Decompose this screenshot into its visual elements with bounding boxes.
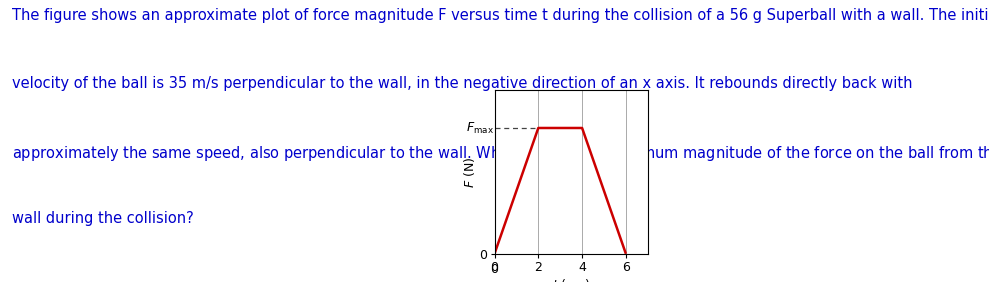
Text: wall during the collision?: wall during the collision? <box>12 212 194 226</box>
Text: The figure shows an approximate plot of force magnitude F versus time t during t: The figure shows an approximate plot of … <box>12 8 989 23</box>
X-axis label: $t$ (ms): $t$ (ms) <box>552 277 590 282</box>
Text: $F_\mathrm{max}$: $F_\mathrm{max}$ <box>466 120 494 136</box>
Text: velocity of the ball is 35 m/s perpendicular to the wall, in the negative direct: velocity of the ball is 35 m/s perpendic… <box>12 76 913 91</box>
Text: 0: 0 <box>491 263 498 276</box>
Text: approximately the same speed, also perpendicular to the wall. What is $F_\mathrm: approximately the same speed, also perpe… <box>12 144 989 163</box>
Y-axis label: $F$ (N): $F$ (N) <box>462 157 477 188</box>
